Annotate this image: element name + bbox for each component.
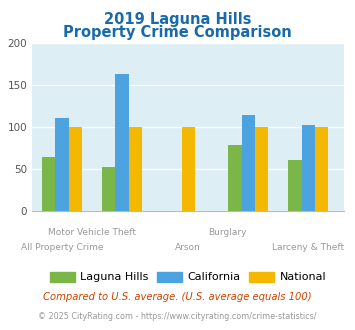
Text: Burglary: Burglary — [208, 228, 246, 237]
Text: © 2025 CityRating.com - https://www.cityrating.com/crime-statistics/: © 2025 CityRating.com - https://www.city… — [38, 312, 317, 321]
Text: Motor Vehicle Theft: Motor Vehicle Theft — [48, 228, 136, 237]
Bar — [129, 127, 142, 211]
Bar — [69, 127, 82, 211]
Bar — [181, 127, 195, 211]
Text: Property Crime Comparison: Property Crime Comparison — [63, 25, 292, 40]
Bar — [289, 160, 302, 211]
Bar — [115, 74, 129, 211]
Bar — [228, 145, 242, 211]
Bar — [315, 127, 328, 211]
Bar — [242, 115, 255, 211]
Text: Larceny & Theft: Larceny & Theft — [272, 243, 344, 252]
Text: Compared to U.S. average. (U.S. average equals 100): Compared to U.S. average. (U.S. average … — [43, 292, 312, 302]
Bar — [55, 118, 69, 211]
Bar — [42, 157, 55, 211]
Bar — [302, 124, 315, 211]
Text: 2019 Laguna Hills: 2019 Laguna Hills — [104, 12, 251, 26]
Bar — [102, 167, 115, 211]
Text: All Property Crime: All Property Crime — [21, 243, 103, 252]
Legend: Laguna Hills, California, National: Laguna Hills, California, National — [46, 267, 331, 287]
Bar — [255, 127, 268, 211]
Text: Arson: Arson — [175, 243, 201, 252]
